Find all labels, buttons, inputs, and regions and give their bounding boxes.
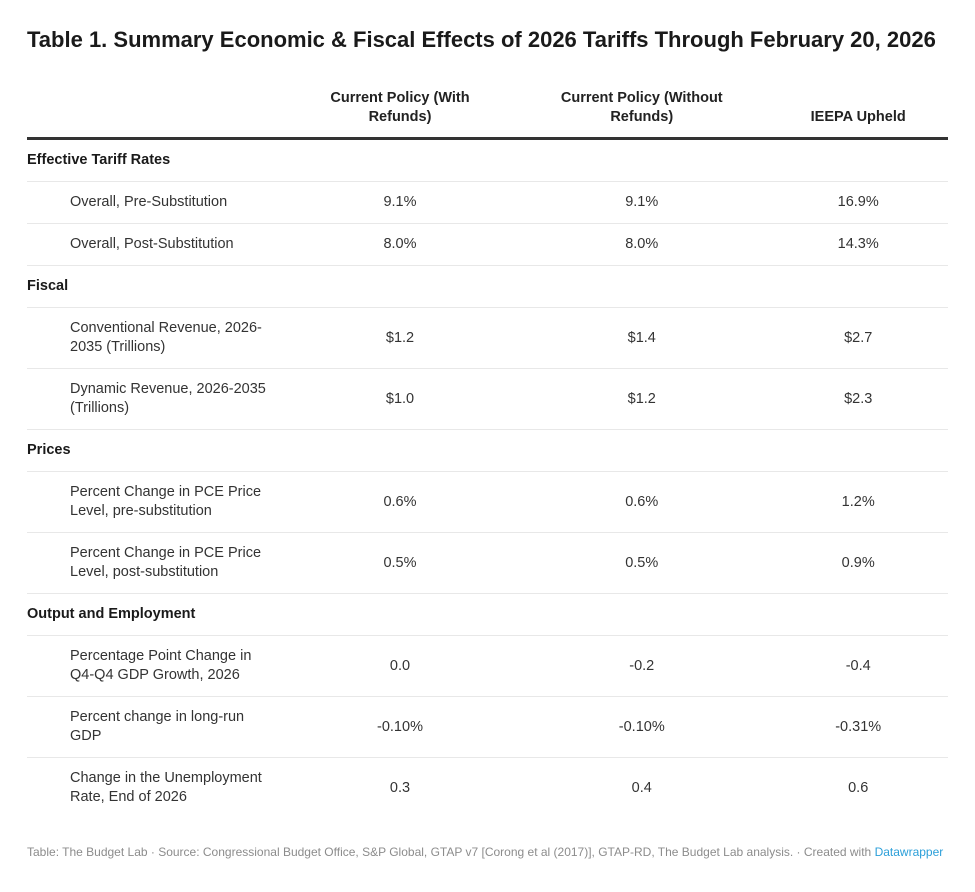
value-cell: 9.1% [284, 181, 516, 224]
value-cell: $1.2 [284, 307, 516, 369]
row-label: Overall, Pre-Substitution [27, 181, 285, 224]
value-cell: 0.3 [284, 757, 516, 818]
column-header-ieepa-upheld: IEEPA Upheld [768, 89, 948, 140]
table-row: Percentage Point Change in Q4-Q4 GDP Gro… [27, 635, 948, 697]
section-header-fiscal: Fiscal [27, 265, 948, 308]
value-cell: 14.3% [768, 223, 948, 266]
value-cell: 0.6% [284, 471, 516, 533]
table-row: Overall, Pre-Substitution 9.1% 9.1% 16.9… [27, 181, 948, 224]
row-label: Conventional Revenue, 2026-2035 (Trillio… [27, 307, 285, 369]
section-row: Effective Tariff Rates [27, 139, 948, 182]
value-cell: 8.0% [515, 223, 769, 266]
value-cell: -0.2 [515, 635, 769, 697]
row-label: Percent Change in PCE Price Level, pre-s… [27, 471, 285, 533]
table-row: Percent change in long-run GDP -0.10% -0… [27, 696, 948, 758]
value-cell: -0.10% [284, 696, 516, 758]
column-header-current-policy-without-refunds: Current Policy (Without Refunds) [515, 89, 769, 140]
value-cell: 0.6% [515, 471, 769, 533]
value-cell: 9.1% [515, 181, 769, 224]
section-header-effective-tariff-rates: Effective Tariff Rates [27, 152, 171, 168]
value-cell: $2.7 [768, 307, 948, 369]
row-label: Percentage Point Change in Q4-Q4 GDP Gro… [27, 635, 285, 697]
row-label: Overall, Post-Substitution [27, 223, 285, 266]
value-cell: $1.0 [284, 368, 516, 430]
row-label: Dynamic Revenue, 2026-2035 (Trillions) [27, 368, 285, 430]
column-header-current-policy-with-refunds: Current Policy (With Refunds) [284, 89, 516, 140]
value-cell: -0.4 [768, 635, 948, 697]
table-row: Change in the Unemployment Rate, End of … [27, 757, 948, 818]
value-cell: $1.4 [515, 307, 769, 369]
summary-effects-table: Current Policy (With Refunds) Current Po… [27, 89, 948, 818]
value-cell: 0.5% [284, 532, 516, 594]
row-label: Change in the Unemployment Rate, End of … [27, 757, 285, 818]
value-cell: $2.3 [768, 368, 948, 430]
section-header-prices: Prices [27, 429, 948, 472]
section-header-output-and-employment: Output and Employment [27, 593, 948, 636]
table-row: Conventional Revenue, 2026-2035 (Trillio… [27, 307, 948, 369]
value-cell: 0.0 [284, 635, 516, 697]
table-row: Dynamic Revenue, 2026-2035 (Trillions) $… [27, 368, 948, 430]
table-row: Percent Change in PCE Price Level, post-… [27, 532, 948, 594]
table-title: Table 1. Summary Economic & Fiscal Effec… [27, 27, 936, 52]
table-row: Overall, Post-Substitution 8.0% 8.0% 14.… [27, 223, 948, 266]
value-cell: 0.9% [768, 532, 948, 594]
value-cell: 1.2% [768, 471, 948, 533]
value-cell: 0.5% [515, 532, 769, 594]
row-label: Percent Change in PCE Price Level, post-… [27, 532, 285, 594]
row-label: Percent change in long-run GDP [27, 696, 285, 758]
section-row: Fiscal [27, 265, 948, 308]
table-row: Percent Change in PCE Price Level, pre-s… [27, 471, 948, 533]
value-cell: -0.31% [768, 696, 948, 758]
attribution-footer: Table: The Budget Lab · Source: Congress… [27, 844, 948, 860]
datawrapper-link[interactable]: Datawrapper [874, 845, 944, 859]
footer-credit-text: Table: The Budget Lab · Source: Congress… [27, 845, 875, 859]
value-cell: $1.2 [515, 368, 769, 430]
value-cell: 16.9% [768, 181, 948, 224]
column-header-row: Current Policy (With Refunds) Current Po… [27, 89, 948, 140]
section-row: Prices [27, 429, 948, 472]
row-label-column-header [27, 89, 285, 140]
section-row: Output and Employment [27, 593, 948, 636]
value-cell: 0.4 [515, 757, 769, 818]
value-cell: 8.0% [284, 223, 516, 266]
value-cell: -0.10% [515, 696, 769, 758]
value-cell: 0.6 [768, 757, 948, 818]
